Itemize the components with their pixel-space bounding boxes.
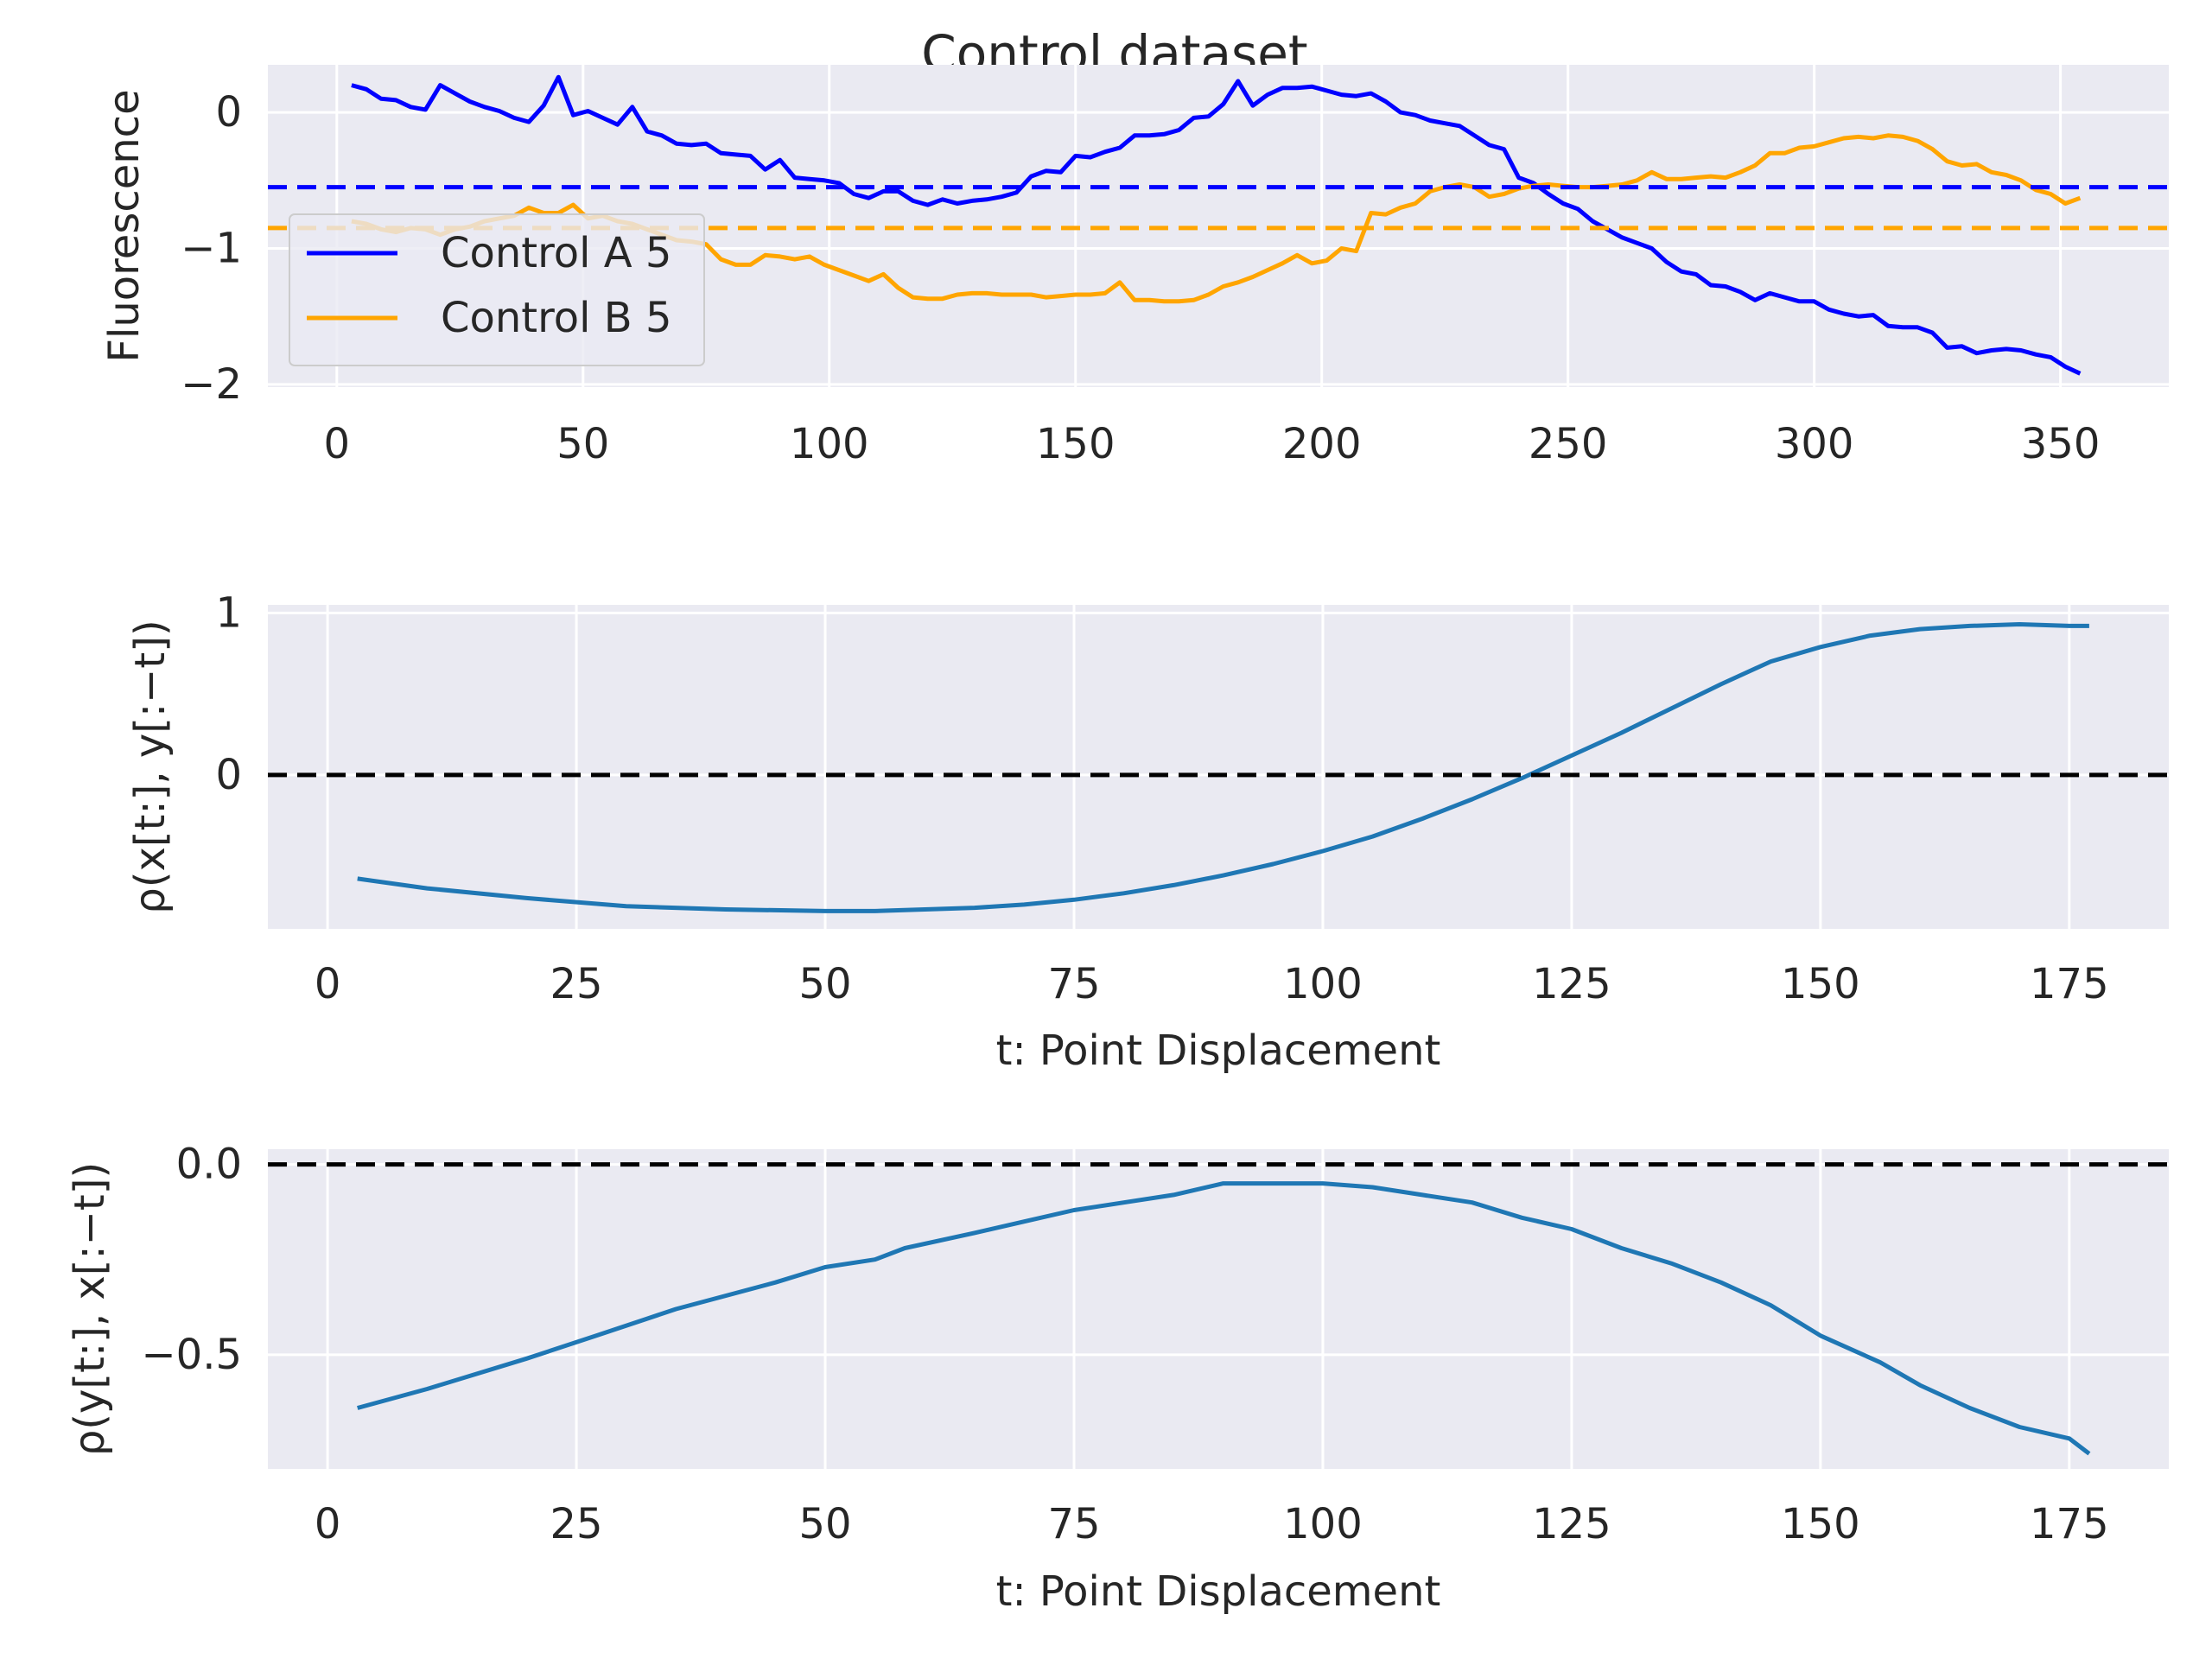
plot-background (268, 1149, 2169, 1469)
x-tick-label: 50 (798, 1500, 851, 1548)
y-tick-label: −1 (181, 224, 242, 272)
x-tick-label: 75 (1047, 1500, 1100, 1548)
x-tick-label: 0 (315, 960, 341, 1008)
x-tick-label: 75 (1047, 960, 1100, 1008)
panel-fluorescence: 0 50 100 150 200 250 300 350 0 −1 −2 Fluorescence Co… (100, 65, 2169, 468)
y-tick-label: 0 (215, 88, 242, 137)
x-tick-label: 350 (2021, 420, 2101, 468)
legend-label: Control B 5 (441, 294, 672, 342)
legend-label: Control A 5 (441, 229, 671, 277)
x-tick-label: 150 (1036, 420, 1116, 468)
x-tick-label: 150 (1781, 1500, 1860, 1548)
x-tick-label: 125 (1532, 1500, 1611, 1548)
plot-background (268, 605, 2169, 929)
x-axis-label: t: Point Displacement (996, 1567, 1441, 1616)
x-tick-label: 300 (1775, 420, 1854, 468)
y-axis-label: ρ(x[t:], y[:−t]) (126, 620, 175, 913)
x-tick-label: 25 (550, 960, 603, 1008)
y-tick-label: 1 (215, 588, 242, 637)
x-tick-label: 100 (1283, 1500, 1363, 1548)
series-line (357, 1181, 2091, 1456)
x-tick-label: 0 (324, 420, 351, 468)
x-tick-label: 175 (2030, 960, 2109, 1008)
x-tick-label: 50 (556, 420, 609, 468)
series-line (351, 74, 2082, 376)
x-tick-label: 50 (798, 960, 851, 1008)
x-tick-label: 100 (1283, 960, 1363, 1008)
panel-xcorr-xy: 0 25 50 75 100 125 150 175 1 0 t: Point Displaceme… (126, 588, 2169, 1075)
x-tick-label: 25 (550, 1500, 603, 1548)
x-tick-label: 100 (790, 420, 869, 468)
x-tick-label: 200 (1282, 420, 1362, 468)
y-tick-label: −2 (181, 360, 242, 409)
y-axis-label: ρ(y[t:], x[:−t]) (66, 1162, 114, 1456)
x-tick-label: 175 (2030, 1500, 2109, 1548)
x-tick-label: 125 (1532, 960, 1611, 1008)
y-tick-label: 0.0 (176, 1141, 242, 1189)
x-tick-label: 0 (315, 1500, 341, 1548)
y-tick-label: −0.5 (141, 1331, 242, 1379)
series-line (357, 622, 2089, 913)
panel-xcorr-yx: 0 25 50 75 100 125 150 175 0.0 −0.5 t: Point Displ… (66, 1141, 2169, 1616)
y-tick-label: 0 (215, 751, 242, 799)
y-axis-label: Fluorescence (100, 89, 149, 362)
x-axis-label: t: Point Displacement (996, 1027, 1441, 1075)
x-tick-label: 250 (1529, 420, 1608, 468)
x-tick-label: 150 (1781, 960, 1860, 1008)
